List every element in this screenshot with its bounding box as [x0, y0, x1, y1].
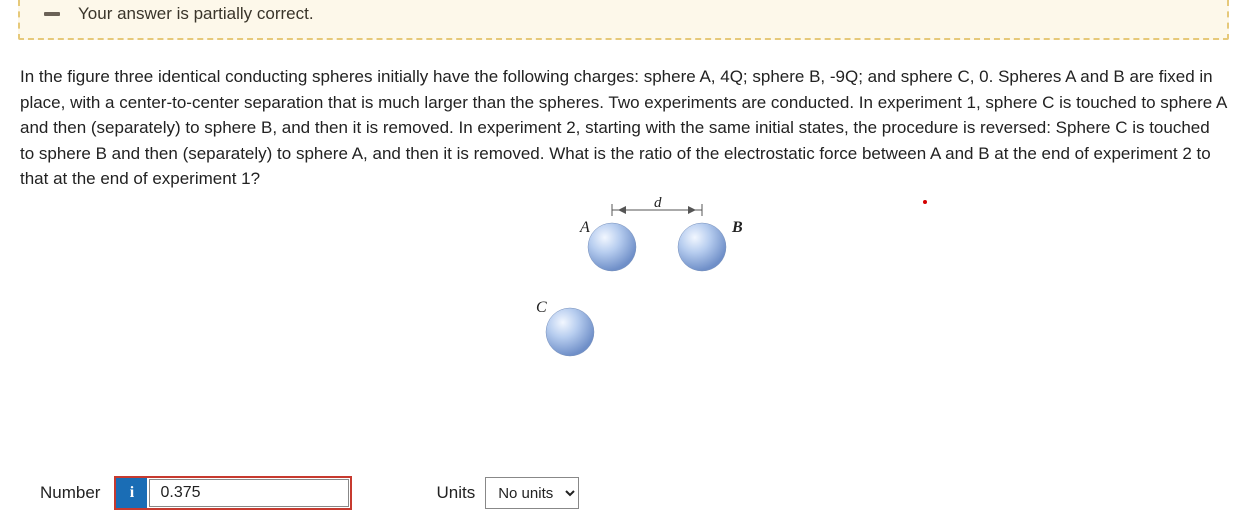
- units-label: Units: [436, 483, 475, 503]
- minus-icon: [44, 12, 60, 16]
- number-input-group: i: [114, 476, 352, 510]
- figure-label-a: A: [579, 219, 590, 236]
- figure-area: d A B C: [20, 192, 1227, 382]
- units-group: Units No units: [436, 477, 579, 509]
- feedback-box: Your answer is partially correct.: [18, 0, 1229, 40]
- figure-label-b: B: [731, 219, 743, 236]
- sphere-a: [588, 223, 636, 271]
- red-dot-marker: [923, 200, 927, 204]
- sphere-c: [546, 308, 594, 356]
- number-label: Number: [40, 483, 100, 503]
- info-icon[interactable]: i: [116, 478, 148, 508]
- figure-label-d: d: [654, 195, 662, 211]
- question-block: In the figure three identical conducting…: [0, 40, 1247, 382]
- units-select[interactable]: No units: [485, 477, 579, 509]
- feedback-text: Your answer is partially correct.: [78, 4, 314, 24]
- number-input[interactable]: [149, 479, 349, 507]
- sphere-b: [678, 223, 726, 271]
- answer-row: Number i Units No units: [0, 476, 579, 510]
- question-text: In the figure three identical conducting…: [20, 64, 1227, 192]
- spheres-diagram: d A B C: [520, 192, 780, 372]
- figure-label-c: C: [536, 299, 547, 316]
- feedback-row: Your answer is partially correct.: [20, 0, 1227, 26]
